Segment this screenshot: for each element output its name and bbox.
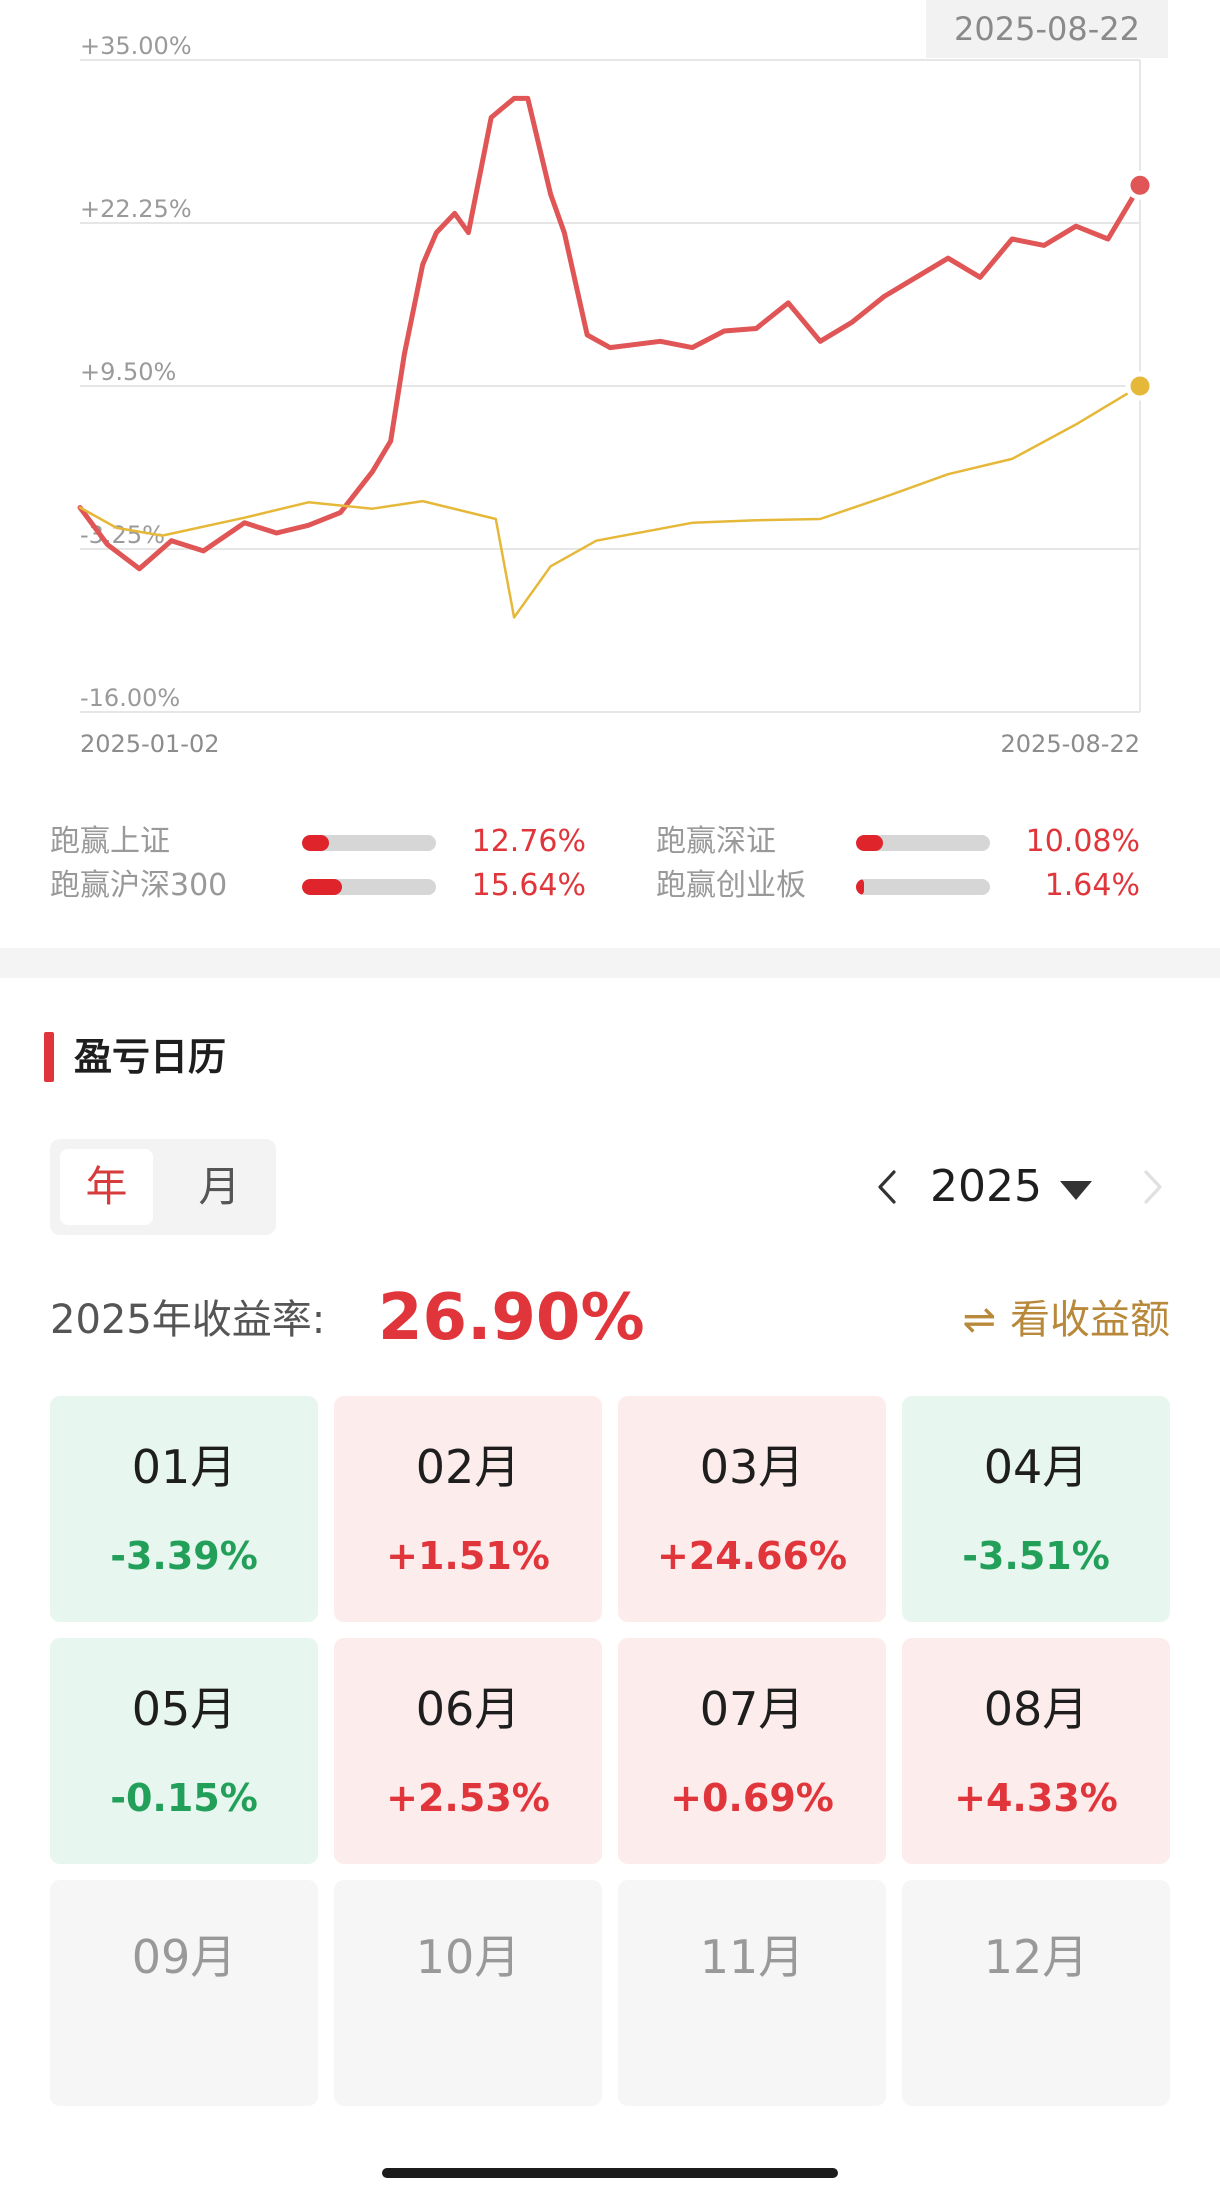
month-cell[interactable]: 07月 +0.69% [618,1638,886,1864]
month-name: 07月 [699,1682,805,1736]
month-name: 06月 [415,1682,521,1736]
beat-bar-fill [302,879,342,895]
month-return: -3.51% [962,1534,1110,1578]
month-name: 08月 [983,1682,1089,1736]
series-line-0 [77,95,1143,572]
beat-bar-fill [302,835,329,851]
beat-bar [856,879,990,895]
series-endpoint-1 [1125,371,1155,401]
dropdown-triangle-icon[interactable] [1058,1178,1094,1202]
beat-bar [302,835,436,851]
y-tick-label: +35.00% [80,32,192,60]
swap-arrows-icon: ⇌ [962,1297,996,1343]
performance-chart[interactable]: +35.00% +22.25% +9.50% -3.25% -16.00% 2025-08… [0,0,1220,770]
month-return: +1.51% [386,1534,550,1578]
beat-value: 10.08% [1025,824,1140,859]
beat-bar-fill [856,835,883,851]
year-return-label: 2025年收益率: [50,1297,326,1343]
chevron-right-icon[interactable] [1132,1158,1172,1216]
month-return: +0.69% [670,1776,834,1820]
beat-bar [302,879,436,895]
month-cell[interactable]: 03月 +24.66% [618,1396,886,1622]
month-name: 02月 [415,1440,521,1494]
month-cell[interactable]: 08月 +4.33% [902,1638,1170,1864]
month-cell: 09月 [50,1880,318,2106]
month-name: 11月 [699,1930,805,1984]
beat-label: 跑赢上证 [50,824,170,859]
month-return: +2.53% [386,1776,550,1820]
beat-label: 跑赢沪深300 [50,868,228,903]
month-cell[interactable]: 01月 -3.39% [50,1396,318,1622]
month-cell: 12月 [902,1880,1170,2106]
year-return-value: 26.90% [378,1281,645,1355]
month-name: 01月 [131,1440,237,1494]
section-title-accent [44,1032,54,1082]
switch-to-amount-button[interactable]: ⇌ 看收益额 [962,1292,1170,1348]
beat-bar [856,835,990,851]
month-name: 09月 [131,1930,237,1984]
section-divider [0,948,1220,978]
beat-row-chinext: 跑赢创业板 1.64% [656,866,1146,906]
series-line-1 [78,384,1142,619]
x-end-label: 2025-08-22 [1001,730,1140,758]
toggle-month-button[interactable]: 月 [198,1162,241,1211]
month-cell[interactable]: 05月 -0.15% [50,1638,318,1864]
month-cell[interactable]: 04月 -3.51% [902,1396,1170,1622]
beat-bar-fill [856,879,864,895]
month-return: +4.33% [954,1776,1118,1820]
beat-value: 1.64% [1044,868,1140,903]
beat-label: 跑赢深证 [656,824,776,859]
month-name: 12月 [983,1930,1089,1984]
beat-row-shenzhen: 跑赢深证 10.08% [656,822,1146,862]
month-cell: 10月 [334,1880,602,2106]
chevron-left-icon[interactable] [868,1158,908,1216]
period-toggle: 年 月 [50,1139,276,1235]
switch-to-amount-label: 看收益额 [1010,1297,1170,1343]
hover-date-box [926,0,1168,58]
month-name: 04月 [983,1440,1089,1494]
beat-row-csi300: 跑赢沪深300 15.64% [50,866,586,906]
month-return: -3.39% [110,1534,258,1578]
x-start-label: 2025-01-02 [80,730,219,758]
y-tick-label: +22.25% [80,195,192,223]
toggle-year-button[interactable]: 年 [60,1149,153,1225]
beat-value: 12.76% [471,824,586,859]
hover-date-label: 2025-08-22 [954,10,1140,48]
home-indicator[interactable] [382,2168,838,2178]
month-cell[interactable]: 06月 +2.53% [334,1638,602,1864]
month-name: 05月 [131,1682,237,1736]
y-tick-label: +9.50% [80,358,176,386]
month-return: +24.66% [656,1534,848,1578]
month-cell: 11月 [618,1880,886,2106]
beat-value: 15.64% [471,868,586,903]
month-name: 10月 [415,1930,521,1984]
beat-label: 跑赢创业板 [656,868,806,903]
y-tick-label: -16.00% [80,684,180,712]
month-name: 03月 [699,1440,805,1494]
series-endpoint-0 [1125,170,1155,200]
month-cell[interactable]: 02月 +1.51% [334,1396,602,1622]
section-title: 盈亏日历 [74,1035,227,1079]
month-return: -0.15% [110,1776,258,1820]
beat-row-shanghai: 跑赢上证 12.76% [50,822,586,862]
year-selector-value[interactable]: 2025 [930,1161,1042,1212]
chart-svg: +35.00%+22.25%+9.50%-3.25%-16.00%2025-08… [77,0,1168,758]
